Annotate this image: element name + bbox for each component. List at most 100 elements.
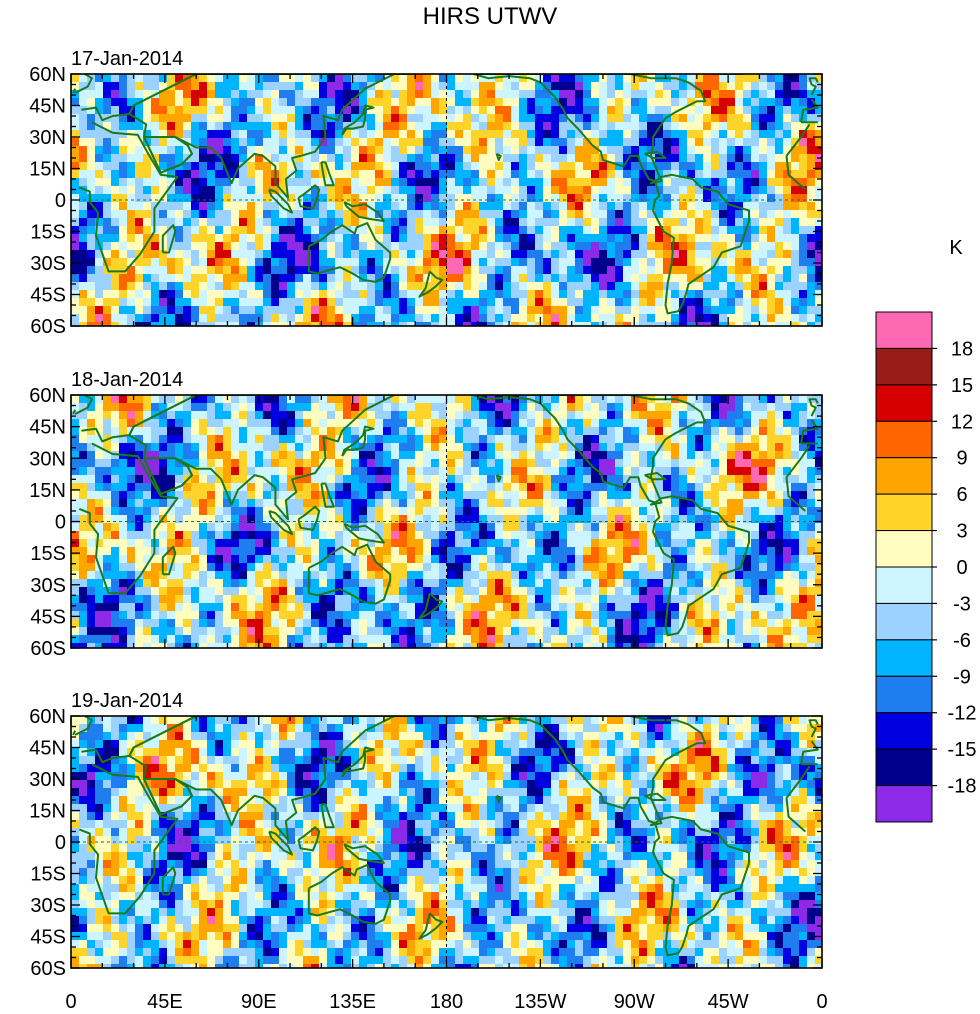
x-tick-label: 45W	[708, 991, 749, 1013]
x-axis-tick-labels: 0 45E 90E 135E 180 135W 90W 45W 0	[65, 991, 827, 1013]
coastline-cuba	[644, 792, 667, 801]
coastline-cuba	[644, 150, 667, 159]
y-tick-label: 0	[55, 190, 66, 212]
y-tick-label: 45N	[29, 417, 66, 439]
map-panel-2: 60N 45N 30N 15N 0 15S 30S 45S 60S 18-Jan-2014	[29, 369, 823, 660]
y-tick-label: 30S	[30, 575, 66, 597]
colorbar-level-label: 0	[956, 557, 967, 579]
colorbar-level-label: 6	[956, 484, 967, 506]
colorbar-swatch	[875, 748, 933, 787]
y-tick-label: 60S	[30, 958, 66, 980]
coastline-africa	[785, 765, 811, 799]
colorbar-swatch	[875, 602, 933, 641]
coastline-madagascar	[161, 866, 177, 896]
panel-date-label: 19-Jan-2014	[71, 690, 183, 712]
coastline-uk	[72, 409, 77, 415]
colorbar-level-label: -9	[953, 666, 971, 688]
colorbar-swatch	[875, 420, 933, 459]
coastline-uk	[72, 730, 77, 736]
colorbar: K 18 15 12 9 6 3 0 -3 -6 -9 -12 -15 -18	[875, 237, 977, 823]
coastline-europe	[800, 419, 819, 444]
anomaly-field	[71, 395, 822, 648]
y-tick-label: 0	[55, 832, 66, 854]
panel-date-label: 18-Jan-2014	[71, 369, 183, 391]
coastline-australia	[307, 222, 392, 283]
panels: 60N45N30N15N015S30S45S60S17-Jan-201460N4…	[29, 48, 823, 980]
coastline-nz	[418, 912, 444, 940]
coastline-madagascar	[161, 545, 177, 576]
y-tick-label: 15S	[30, 222, 66, 244]
coastline-japan	[341, 746, 375, 778]
colorbar-level-label: 12	[951, 411, 973, 433]
y-tick-label: 15N	[29, 480, 66, 502]
colorbar-swatch	[875, 675, 933, 714]
coastlines	[72, 74, 819, 315]
y-tick-label: 60N	[29, 385, 66, 407]
coastline-europe	[800, 98, 819, 123]
coastline-madagascar	[161, 224, 177, 254]
coastline-hawaii	[495, 474, 502, 483]
coastline-philippines	[320, 803, 335, 829]
y-tick-label: 30S	[30, 895, 66, 917]
colorbar-swatch	[875, 311, 933, 349]
coastline-philippines	[320, 482, 335, 508]
coastlines	[72, 716, 819, 957]
colorbar-level-label: 9	[956, 448, 967, 470]
coastline-africa	[785, 445, 811, 478]
y-tick-label: 30N	[29, 769, 66, 791]
coastline-newguinea	[343, 843, 385, 864]
panel-ticks	[70, 715, 823, 969]
colorbar-swatch	[875, 785, 933, 823]
coastline-samerica	[652, 815, 750, 957]
coastline-borneo	[297, 505, 321, 531]
coastline-europe	[74, 74, 198, 122]
y-tick-label: 60S	[30, 316, 66, 338]
colorbar-swatch	[875, 493, 933, 532]
x-tick-label: 45E	[147, 991, 183, 1013]
y-tick-label: 60N	[29, 706, 66, 728]
coastline-sumatra	[268, 188, 294, 214]
coastline-newguinea	[343, 201, 385, 222]
x-tick-label: 90W	[614, 991, 655, 1013]
y-tick-label: 60N	[29, 64, 66, 86]
colorbar-swatch	[875, 457, 933, 495]
colorbar-level-label: -18	[948, 776, 977, 798]
coastline-japan	[341, 104, 375, 136]
coastline-samerica	[652, 173, 750, 315]
coastline-uk	[808, 77, 819, 96]
coastline-borneo	[297, 826, 321, 852]
chart-title: HIRS UTWV	[423, 3, 558, 30]
y-tick-label: 15N	[29, 159, 66, 181]
y-tick-label: 0	[55, 512, 66, 534]
x-tick-label: 0	[816, 991, 827, 1013]
colorbar-swatch	[875, 530, 933, 568]
y-tick-label: 45S	[30, 285, 66, 307]
colorbar-swatch	[875, 566, 933, 604]
x-tick-label: 180	[430, 991, 463, 1013]
colorbar-swatch	[875, 384, 933, 422]
coastline-cuba	[644, 472, 667, 481]
coastline-nz	[418, 270, 444, 298]
coastline-africa	[78, 121, 179, 273]
anomaly-field	[71, 716, 822, 968]
coastline-arabia	[143, 457, 193, 496]
coastline-sumatra	[268, 510, 294, 536]
colorbar-swatch	[875, 712, 933, 750]
colorbar-level-label: -12	[948, 703, 977, 725]
colorbar-unit-label: K	[949, 237, 963, 259]
coastline-hawaii	[495, 152, 502, 162]
anomaly-field	[71, 74, 822, 326]
coastline-sumatra	[268, 830, 294, 856]
coastline-samerica	[652, 495, 750, 637]
coastline-nz	[418, 592, 444, 620]
y-tick-label: 15N	[29, 801, 66, 823]
y-tick-label: 45N	[29, 738, 66, 760]
coastline-hawaii	[495, 794, 502, 804]
coastline-arabia	[143, 778, 193, 816]
coastline-europe	[74, 395, 198, 443]
x-tick-label: 0	[65, 991, 76, 1013]
coastline-europe	[800, 740, 819, 765]
coastline-uk	[808, 719, 819, 738]
y-tick-label: 45S	[30, 927, 66, 949]
